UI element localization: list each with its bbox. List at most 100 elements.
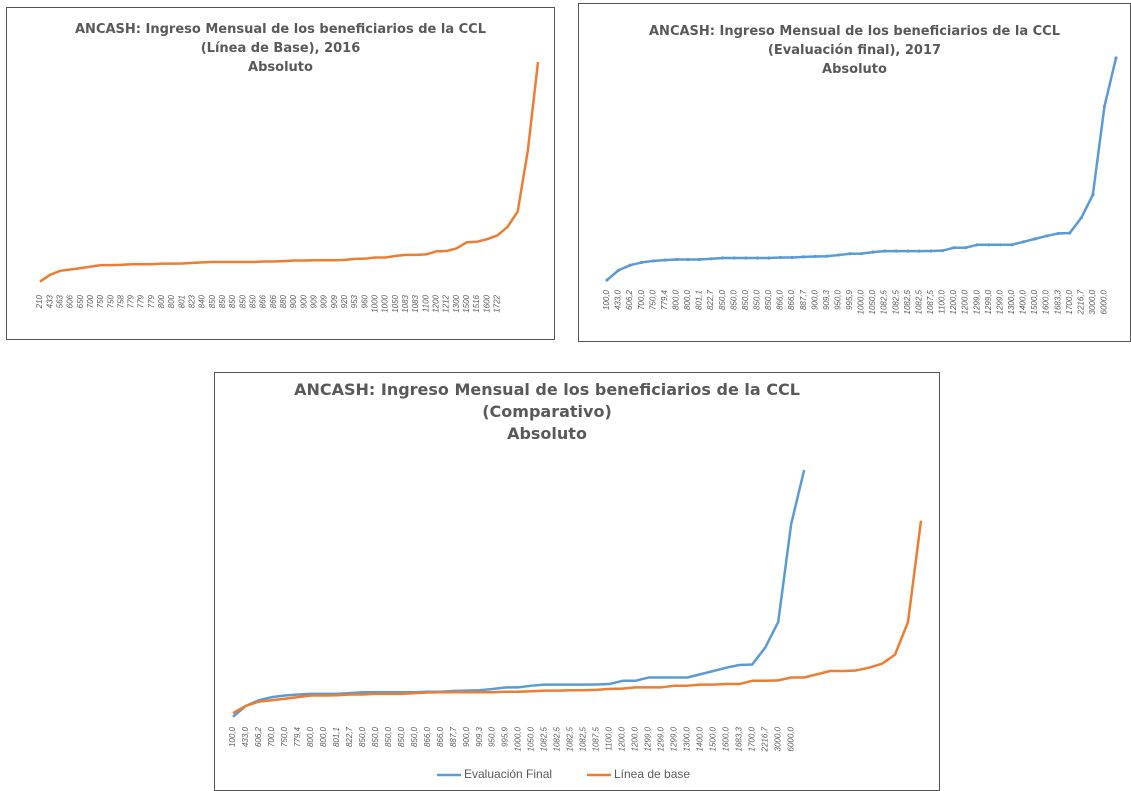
x-tick-label: 909,3 — [822, 289, 831, 310]
x-tick-label: 995,9 — [501, 726, 510, 747]
x-tick-label: 750,0 — [280, 726, 289, 747]
x-tick-label: 866 — [269, 294, 278, 308]
x-tick-label: 850,0 — [410, 726, 419, 747]
x-tick-label: 1722 — [492, 294, 501, 312]
legend-label: Línea de base — [614, 767, 690, 781]
x-tick-label: 1082,5 — [914, 289, 923, 314]
x-tick-label: 801,1 — [332, 727, 341, 747]
chart-title: Absoluto — [507, 424, 587, 443]
x-tick-label: 1516 — [472, 294, 481, 312]
point-marker — [940, 249, 945, 253]
x-tick-label: 900,0 — [462, 726, 471, 747]
point-marker — [663, 258, 667, 262]
chart-title: Absoluto — [822, 62, 887, 77]
x-tick-label: 1500 — [462, 294, 471, 312]
x-tick-label: 850,0 — [384, 726, 393, 747]
x-tick-label: 1082,5 — [540, 726, 549, 751]
point-marker — [825, 254, 829, 258]
x-tick-label: 950,0 — [488, 726, 497, 747]
x-tick-label: 210 — [35, 294, 44, 309]
point-marker — [964, 246, 968, 250]
point-marker — [755, 256, 759, 260]
x-tick-label: 1100,0 — [605, 726, 614, 750]
point-marker — [721, 256, 725, 260]
x-tick-label: 750 — [106, 294, 115, 308]
x-tick-label: 1000,0 — [857, 289, 866, 314]
x-tick-label: 433,0 — [241, 726, 250, 747]
x-tick-label: 1000 — [370, 294, 379, 312]
x-tick-label: 866,0 — [787, 289, 796, 310]
chart: ANCASH: Ingreso Mensual de los beneficia… — [214, 372, 940, 791]
chart-title: ANCASH: Ingreso Mensual de los beneficia… — [649, 24, 1060, 39]
x-tick-label: 1200,0 — [618, 726, 627, 751]
x-tick-label: 700 — [86, 294, 95, 308]
x-tick-label: 920 — [340, 294, 349, 308]
x-tick-label: 758 — [116, 294, 125, 308]
point-marker — [605, 278, 609, 282]
x-tick-label: 1600,0 — [721, 726, 730, 751]
x-tick-label: 900,0 — [810, 289, 819, 310]
point-marker — [917, 249, 921, 253]
x-tick-label: 823 — [188, 294, 197, 308]
point-marker — [744, 256, 748, 260]
x-tick-label: 850,0 — [358, 726, 367, 747]
chart-title: (Evaluación final), 2017 — [768, 43, 941, 58]
x-tick-label: 850,0 — [371, 726, 380, 747]
point-marker — [1068, 231, 1072, 235]
x-tick-label: 650 — [76, 294, 85, 308]
point-marker — [1010, 243, 1014, 247]
x-tick-label: 840 — [198, 294, 207, 308]
point-marker — [975, 243, 979, 247]
x-tick-label: 850 — [238, 294, 247, 308]
x-tick-label: 822,7 — [345, 726, 354, 747]
x-tick-label: 800,0 — [306, 726, 315, 747]
x-tick-label: 1082,5 — [903, 289, 912, 314]
x-tick-label: 1400,0 — [695, 726, 704, 751]
x-tick-label: 1212 — [442, 294, 451, 312]
chart-title: (Línea de Base), 2016 — [201, 41, 361, 56]
x-tick-label: 1082,5 — [566, 726, 575, 751]
x-tick-label: 909 — [310, 294, 319, 308]
series-line — [39, 61, 540, 283]
x-tick-label: 100,0 — [228, 726, 237, 747]
x-tick-label: 1500,0 — [708, 726, 717, 751]
x-tick-label: 1683,3 — [1053, 289, 1062, 314]
point-marker — [1114, 56, 1118, 60]
point-marker — [697, 257, 702, 262]
x-tick-label: 1050,0 — [868, 289, 877, 314]
x-tick-label: 1050,0 — [527, 726, 536, 751]
x-tick-label: 909,3 — [475, 726, 484, 747]
x-tick-label: 1082,5 — [553, 726, 562, 751]
point-marker — [640, 260, 644, 265]
x-tick-label: 995,9 — [845, 289, 854, 310]
point-marker — [836, 253, 840, 257]
x-tick-label: 1083 — [401, 294, 410, 312]
point-marker — [802, 255, 806, 259]
point-marker — [709, 257, 713, 261]
x-tick-label: 779,4 — [660, 289, 669, 310]
x-tick-label: 750 — [96, 294, 105, 308]
x-tick-label: 2216,7 — [1076, 289, 1085, 315]
point-marker — [998, 243, 1002, 247]
x-tick-label: 2216,7 — [760, 726, 769, 752]
x-tick-label: 779,4 — [293, 726, 302, 747]
x-tick-label: 563 — [55, 294, 64, 308]
x-tick-label: 100,0 — [602, 289, 611, 310]
x-tick-label: 909 — [330, 294, 339, 308]
x-tick-label: 1300,0 — [1007, 289, 1016, 314]
x-tick-label: 850 — [249, 294, 258, 308]
point-marker — [848, 252, 852, 256]
x-tick-label: 6000,0 — [786, 726, 795, 751]
x-tick-label: 3000,0 — [773, 726, 782, 751]
x-tick-label: 1700,0 — [747, 726, 756, 751]
point-marker — [686, 257, 690, 262]
x-tick-label: 1200,0 — [631, 726, 640, 751]
x-tick-label: 800 — [157, 294, 166, 308]
point-marker — [674, 257, 679, 262]
x-tick-label: 1082,5 — [579, 726, 588, 751]
point-marker — [894, 249, 898, 253]
x-tick-label: 800,0 — [683, 289, 692, 310]
x-tick-label: 779 — [147, 294, 156, 308]
point-marker — [616, 268, 621, 272]
